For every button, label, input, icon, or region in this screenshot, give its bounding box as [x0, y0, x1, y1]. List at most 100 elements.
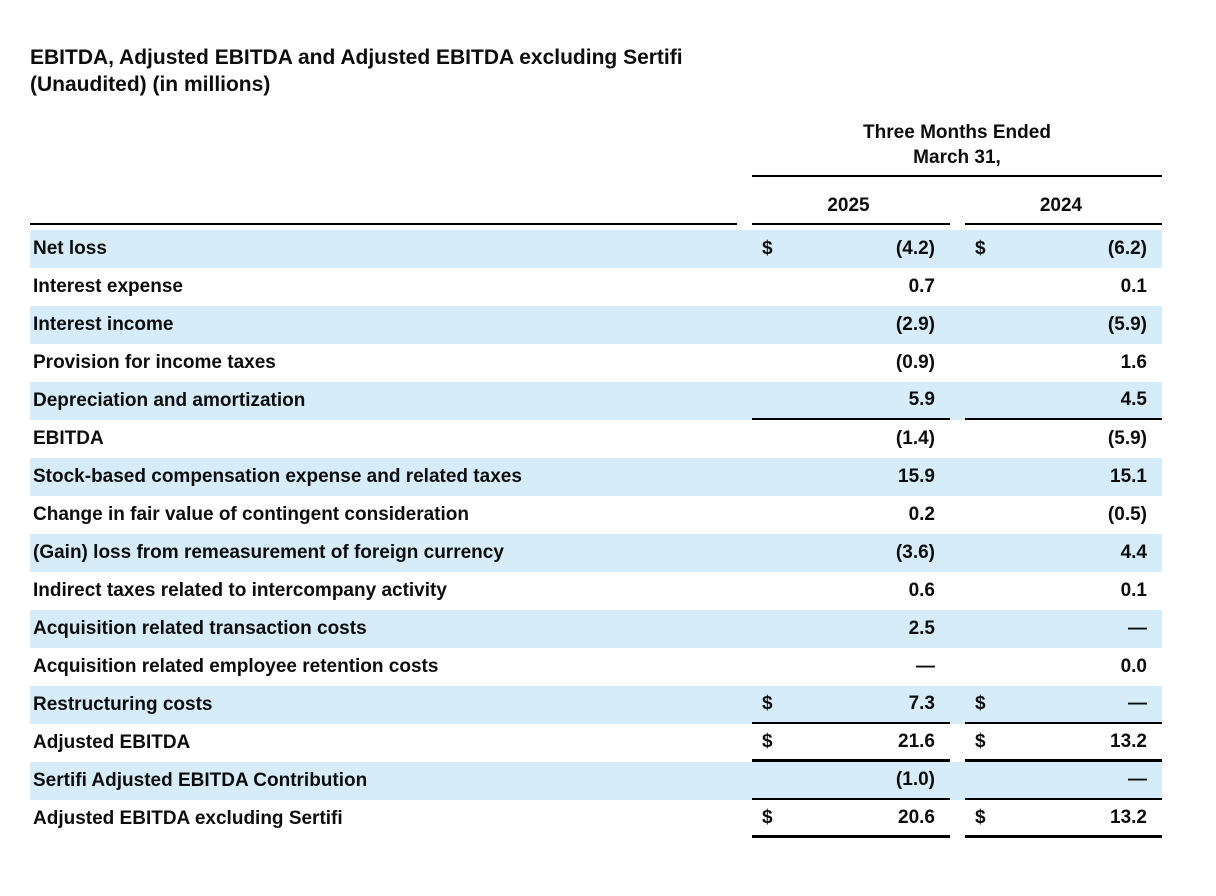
row-label: Acquisition related employee retention c…: [33, 656, 439, 677]
year-column-header-2024: 2024: [965, 189, 1162, 225]
row-label: (Gain) loss from remeasurement of foreig…: [33, 542, 504, 563]
cell-value: (3.6): [895, 542, 935, 563]
column-gap: [950, 572, 965, 610]
cell-2025: 0.2: [752, 496, 950, 534]
cell-2024: 4.4: [965, 534, 1162, 572]
cell-2024: —: [965, 610, 1162, 648]
table-row-indirect-taxes: Indirect taxes related to intercompany a…: [30, 572, 1162, 610]
cell-value: (0.5): [1107, 504, 1147, 525]
cell-value: (0.9): [895, 352, 935, 373]
column-header-row: 2025 2024: [30, 189, 1162, 225]
cell-value: 15.9: [898, 466, 935, 487]
cell-value: 0.6: [908, 580, 935, 601]
column-gap: [737, 496, 752, 534]
column-gap: [737, 420, 752, 458]
cell-2025: (0.9): [752, 344, 950, 382]
cell-2025: (1.4): [752, 420, 950, 458]
cell-value: 7.3: [908, 693, 935, 714]
table-row-adjusted-ebitda-excluding-sertifi: Adjusted EBITDA excluding Sertifi $ 20.6…: [30, 800, 1162, 838]
cell-value: (1.0): [895, 769, 935, 790]
column-gap: [950, 230, 965, 268]
cell-2025: $ 7.3: [752, 686, 950, 724]
cell-2025: 0.7: [752, 268, 950, 306]
column-gap: [737, 534, 752, 572]
column-gap: [950, 724, 965, 762]
column-gap: [950, 189, 965, 225]
cell-value: —: [1128, 693, 1147, 714]
column-gap: [950, 382, 965, 420]
row-label: Interest income: [33, 314, 174, 335]
table-row-acquisition-retention-costs: Acquisition related employee retention c…: [30, 648, 1162, 686]
column-gap: [737, 724, 752, 762]
table-row-interest-expense: Interest expense 0.7 0.1: [30, 268, 1162, 306]
column-gap: [737, 344, 752, 382]
column-gap: [737, 800, 752, 838]
cell-value: 0.2: [908, 504, 935, 525]
dollar-sign: $: [762, 238, 773, 259]
cell-value: 0.1: [1120, 276, 1147, 297]
column-gap: [950, 458, 965, 496]
cell-value: (5.9): [1107, 428, 1147, 449]
cell-2024: (0.5): [965, 496, 1162, 534]
column-gap: [737, 648, 752, 686]
period-header-line1: Three Months Ended: [863, 122, 1051, 143]
dollar-sign: $: [762, 730, 773, 752]
column-gap: [737, 268, 752, 306]
column-gap: [737, 572, 752, 610]
cell-value: 0.1: [1120, 580, 1147, 601]
cell-2025: (3.6): [752, 534, 950, 572]
cell-value: (4.2): [895, 238, 935, 259]
column-gap: [737, 610, 752, 648]
cell-2024: 1.6: [965, 344, 1162, 382]
cell-2025: $ (4.2): [752, 230, 950, 268]
column-gap: [737, 762, 752, 800]
period-header: Three Months Ended March 31,: [752, 120, 1162, 177]
row-label: Depreciation and amortization: [33, 390, 306, 411]
cell-2025: 2.5: [752, 610, 950, 648]
dollar-sign: $: [975, 730, 986, 752]
label-column-header: [30, 189, 737, 225]
row-label: Provision for income taxes: [33, 352, 276, 373]
cell-2024: 0.0: [965, 648, 1162, 686]
row-label: Adjusted EBITDA: [33, 732, 191, 753]
column-gap: [737, 230, 752, 268]
cell-value: 13.2: [1110, 730, 1147, 752]
cell-2024: 0.1: [965, 268, 1162, 306]
cell-value: 2.5: [908, 618, 935, 639]
cell-value: —: [916, 656, 935, 677]
cell-2025: (2.9): [752, 306, 950, 344]
table-row-contingent-consideration: Change in fair value of contingent consi…: [30, 496, 1162, 534]
dollar-sign: $: [762, 693, 773, 714]
cell-value: 1.6: [1120, 352, 1147, 373]
cell-value: (2.9): [895, 314, 935, 335]
dollar-sign: $: [975, 806, 986, 828]
column-gap: [950, 420, 965, 458]
table-title-line2: (Unaudited) (in millions): [30, 73, 271, 96]
row-label: Net loss: [33, 238, 107, 259]
row-label: Adjusted EBITDA excluding Sertifi: [33, 808, 343, 829]
cell-value: 13.2: [1110, 806, 1147, 828]
column-gap: [950, 648, 965, 686]
table-row-foreign-currency: (Gain) loss from remeasurement of foreig…: [30, 534, 1162, 572]
column-gap: [737, 458, 752, 496]
cell-value: 0.7: [908, 276, 935, 297]
ebitda-reconciliation-table: EBITDA, Adjusted EBITDA and Adjusted EBI…: [30, 44, 1162, 838]
column-gap: [950, 496, 965, 534]
column-gap: [737, 382, 752, 420]
cell-2024: $ —: [965, 686, 1162, 724]
cell-2024: 4.5: [965, 382, 1162, 420]
cell-value: 4.4: [1120, 542, 1147, 563]
cell-2025: (1.0): [752, 762, 950, 800]
table-row-provision-income-taxes: Provision for income taxes (0.9) 1.6: [30, 344, 1162, 382]
cell-value: (6.2): [1107, 238, 1147, 259]
column-gap: [950, 344, 965, 382]
cell-2024: $ 13.2: [965, 800, 1162, 838]
column-gap: [737, 306, 752, 344]
table-row-stock-based-compensation: Stock-based compensation expense and rel…: [30, 458, 1162, 496]
cell-2024: 0.1: [965, 572, 1162, 610]
table-title-line1: EBITDA, Adjusted EBITDA and Adjusted EBI…: [30, 46, 683, 69]
cell-2025: 15.9: [752, 458, 950, 496]
column-gap: [950, 686, 965, 724]
cell-value: 15.1: [1110, 466, 1147, 487]
